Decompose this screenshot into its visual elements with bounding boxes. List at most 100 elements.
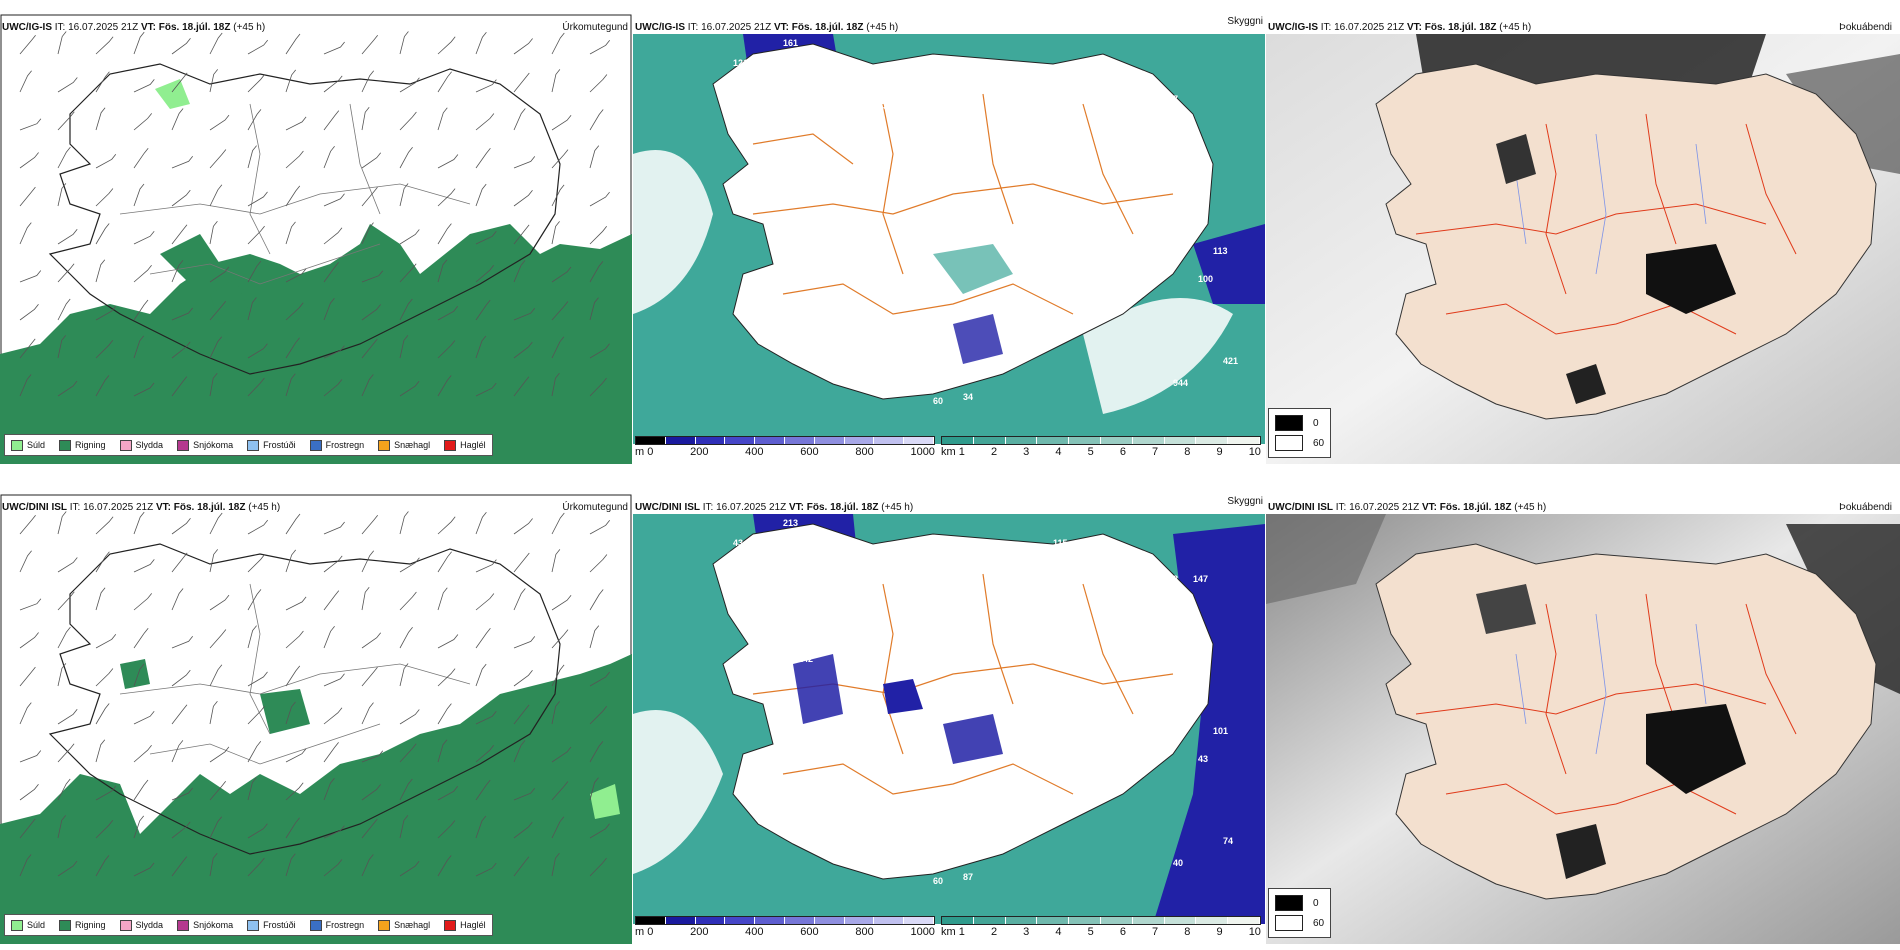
wind-barb (551, 664, 565, 687)
legend-label: Frostúði (263, 440, 296, 450)
wind-barb (437, 259, 448, 283)
wind-barb (171, 260, 184, 283)
wind-barb (171, 821, 191, 839)
it-label: IT: (54, 22, 66, 33)
wind-barb (57, 626, 71, 649)
wind-barb (57, 229, 78, 245)
cloudbase-label: 49 (1103, 716, 1113, 726)
wind-barb (171, 341, 191, 359)
legend-item-frostúði: Frostúði (247, 439, 296, 451)
cloudbase-label: 47 (1163, 598, 1173, 608)
wind-barb (133, 299, 149, 321)
row1-visibility-panel: 161 279 121 54 53 68 44 61 38 153 57 76 49 66 49 49 82 52… (633, 14, 1265, 464)
wind-barb (589, 671, 610, 687)
cloudbase-label: 147 (1193, 574, 1208, 584)
wind-barb (209, 746, 230, 763)
fog-legend-row: 60 (1275, 913, 1324, 933)
wind-barb (171, 704, 188, 725)
scale-step (1132, 917, 1165, 924)
wind-barb (323, 555, 343, 573)
wind-barb (323, 379, 343, 397)
scale-step (874, 437, 905, 444)
scale-step (1132, 437, 1165, 444)
scale-step (844, 437, 875, 444)
wind-barb (589, 625, 600, 649)
wind-barb (171, 156, 194, 169)
wind-barb (475, 628, 491, 649)
scale-step (1037, 437, 1070, 444)
legend-label: Snjókoma (193, 440, 234, 450)
wind-barb (437, 587, 448, 611)
legend-swatch (11, 439, 23, 451)
scale-step (695, 437, 726, 444)
wind-barb (551, 781, 569, 801)
wind-barb (209, 149, 227, 169)
wind-barb (95, 668, 114, 687)
wind-barb (437, 739, 448, 763)
wind-barb (589, 589, 604, 611)
scale-tick: 9 (1216, 926, 1223, 938)
legend-item-snjókoma: Snjókoma (177, 919, 233, 931)
fog-legend: 0 60 (1268, 408, 1332, 458)
cloudbase-scale-bar (635, 916, 935, 925)
wind-barb (285, 596, 307, 611)
cloudbase-label: 108 (1078, 296, 1093, 306)
wind-barb (475, 745, 495, 763)
wind-barb (95, 36, 114, 55)
model-name: UWC/DINI ISL (2, 502, 67, 513)
wind-barb (437, 551, 452, 573)
wind-barb (247, 705, 265, 725)
wind-barb (551, 149, 569, 169)
cloudbase-label: 103 (903, 726, 918, 736)
wind-barb (361, 107, 370, 131)
scale-step (904, 917, 934, 924)
cloudbase-label: 53 (793, 66, 803, 76)
fog-value: 60 (1313, 437, 1325, 449)
wind-barb (19, 598, 42, 611)
cloudbase-label: 121 (733, 58, 748, 68)
cloudbase-label: 48 (1168, 574, 1178, 584)
legend-label: Frostúði (263, 920, 296, 930)
legend-item-snjókoma: Snjókoma (177, 439, 234, 451)
wind-barb (513, 636, 536, 649)
cloudbase-label: 76 (1163, 118, 1173, 128)
it-label: IT: (69, 502, 81, 513)
cloudbase-label: 142 (798, 654, 813, 664)
fog-swatch (1275, 895, 1303, 911)
wind-barb (437, 107, 448, 131)
wind-barb (133, 627, 149, 649)
legend-item-frostregn: Frostregn (309, 439, 364, 451)
cloudbase-scale: m 0 200 400 600 800 1000 (635, 916, 935, 938)
row2-visibility-map: 213 951 43 57 76 112 235 64 286 67 48 47 234 185 142 10… (633, 514, 1265, 924)
wind-barb (133, 31, 145, 55)
wind-barb (323, 297, 335, 321)
wind-barb (171, 376, 188, 397)
wind-barb (247, 297, 257, 321)
iceland-land (712, 523, 1214, 880)
scale-tick: 400 (745, 926, 764, 938)
scale-step (1069, 437, 1101, 444)
wind-barb (133, 815, 145, 839)
scale-tick: 6 (1119, 926, 1126, 938)
visibility-scale-bar (941, 916, 1261, 925)
cloudbase-label: 49 (798, 174, 808, 184)
cloudbase-label: 234 (798, 638, 813, 648)
legend-item-slydda: Slydda (119, 919, 163, 931)
fog-swatch (1275, 915, 1303, 931)
fog-legend: 0 60 (1268, 888, 1332, 938)
wind-barb (323, 146, 335, 169)
legend-item-snæhagl: Snæhagl (378, 439, 430, 451)
wind-barb (551, 853, 560, 877)
scale-tick: 8 (1184, 446, 1191, 458)
wind-barb (19, 514, 36, 535)
it-value: 16.07.2025 21Z (1334, 22, 1405, 33)
wind-barb (209, 594, 230, 611)
wind-barb (361, 152, 382, 169)
wind-barb (551, 746, 572, 763)
scale-tick: 4 (1055, 926, 1062, 938)
wind-barb (399, 263, 417, 283)
scale-tick: 6 (1119, 446, 1126, 458)
legend-item-haglél: Haglél (444, 439, 486, 451)
wind-barb (209, 853, 218, 877)
wind-barb (323, 626, 335, 649)
